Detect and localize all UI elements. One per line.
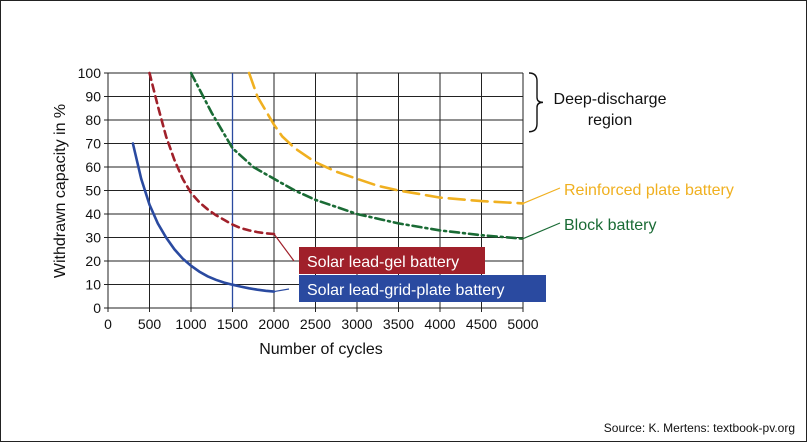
label-box-solar-lead-grid-plate-battery [299, 275, 546, 302]
label-block-battery: Block battery [564, 217, 656, 234]
x-tick-label: 1000 [175, 316, 206, 332]
x-tick-label: 4000 [424, 316, 455, 332]
leader-solar-lead-gel-battery [273, 233, 295, 262]
x-tick-label: 2500 [300, 316, 331, 332]
source-credit: Source: K. Mertens: textbook-pv.org [604, 421, 795, 435]
y-tick-label: 90 [85, 89, 101, 105]
x-tick-label: 3500 [383, 316, 414, 332]
x-tick-label: 4500 [466, 316, 497, 332]
y-tick-label: 10 [85, 277, 101, 293]
x-tick-label: 5000 [507, 316, 538, 332]
y-tick-label: 40 [85, 206, 101, 222]
label-solar-lead-gel-battery: Solar lead-gel battery [307, 254, 459, 271]
deep-discharge-bracket: Deep-discharge region [528, 72, 667, 133]
y-tick-label: 80 [85, 112, 101, 128]
x-tick-label: 2000 [258, 316, 289, 332]
label-solar-lead-grid-plate-battery: Solar lead-grid-plate battery [307, 282, 504, 299]
label-box-solar-lead-gel-battery [299, 247, 485, 274]
tick-labels: 0 500 1000 1500 2000 2500 3000 3500 4000 4500 5000… [78, 65, 539, 332]
leader-solar-lead-grid-plate-battery [273, 288, 290, 293]
bracket-label-line2: region [588, 112, 632, 129]
leader-block-battery [522, 222, 561, 240]
leader-reinforced-plate-battery [522, 187, 561, 204]
y-tick-label: 30 [85, 230, 101, 246]
y-tick-label: 0 [93, 300, 101, 316]
x-tick-label: 500 [138, 316, 162, 332]
y-tick-label: 20 [85, 253, 101, 269]
series-line-reinforced-plate-battery [247, 71, 525, 205]
x-tick-label: 1500 [217, 316, 248, 332]
series-lines [131, 71, 525, 293]
bracket-shape [528, 72, 544, 133]
x-tick-label: 0 [104, 316, 112, 332]
series-line-solar-lead-gel-battery [148, 71, 276, 236]
y-tick-label: 100 [78, 65, 102, 81]
y-tick-label: 50 [85, 183, 101, 199]
series-line-block-battery [189, 71, 525, 240]
x-tick-label: 3000 [341, 316, 372, 332]
y-tick-label: 70 [85, 136, 101, 152]
y-axis-title: Withdrawn capacity in % [52, 104, 69, 278]
label-reinforced-plate-battery: Reinforced plate battery [564, 182, 734, 199]
bracket-label-line1: Deep-discharge [554, 91, 667, 108]
series-labels: Solar lead-grid-plate battery Solar lead-… [273, 182, 734, 302]
x-axis-title: Number of cycles [259, 341, 383, 358]
series-line-solar-lead-grid-plate-battery [131, 142, 276, 293]
y-tick-label: 60 [85, 159, 101, 175]
